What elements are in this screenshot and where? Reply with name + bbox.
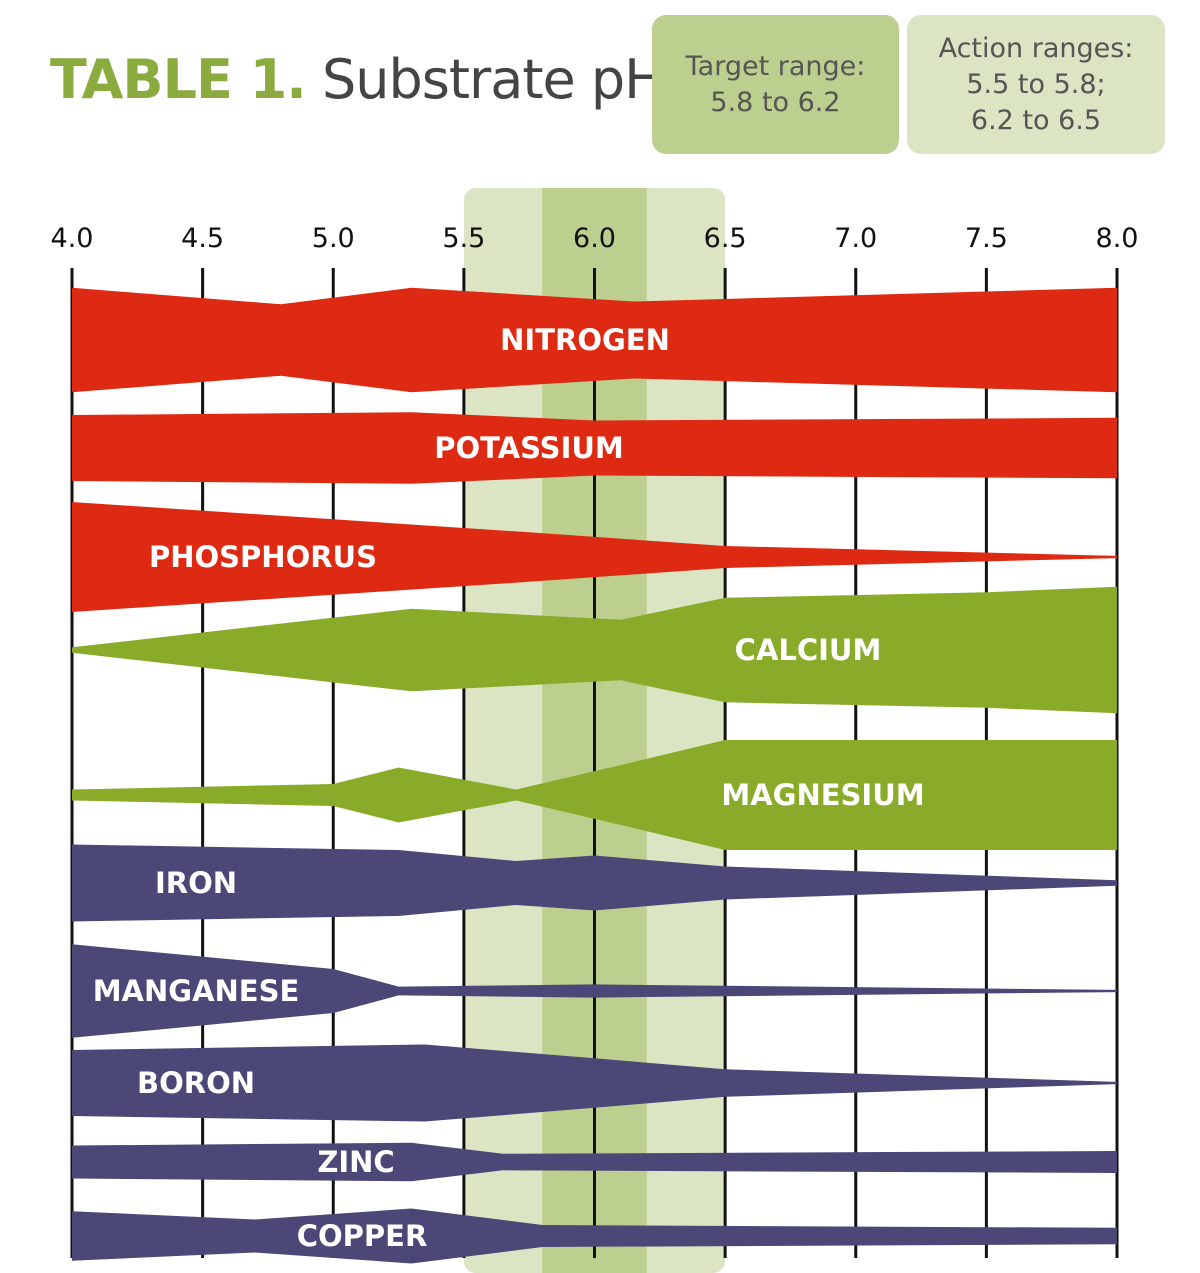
label-potassium: POTASSIUM	[434, 431, 624, 465]
title-main: Substrate pH	[321, 48, 665, 111]
label-copper: COPPER	[297, 1219, 428, 1253]
label-nitrogen: NITROGEN	[500, 323, 670, 357]
chart-title: TABLE 1. Substrate pH	[50, 48, 665, 111]
x-tick-label: 4.0	[51, 223, 94, 254]
target-range-label: Target range:	[685, 50, 866, 82]
label-manganese: MANGANESE	[93, 974, 300, 1008]
x-tick-label: 8.0	[1096, 223, 1139, 254]
target-range-value: 5.8 to 6.2	[710, 86, 841, 118]
action-ranges-label: Action ranges:	[938, 32, 1134, 64]
title-lead: TABLE 1.	[50, 48, 307, 111]
label-zinc: ZINC	[317, 1145, 394, 1179]
x-tick-label: 7.5	[965, 223, 1008, 254]
label-calcium: CALCIUM	[735, 633, 882, 667]
label-magnesium: MAGNESIUM	[721, 778, 924, 812]
label-iron: IRON	[155, 866, 237, 900]
x-tick-label: 6.5	[704, 223, 747, 254]
band-manganese	[72, 944, 1117, 1038]
target-range-legend: Target range: 5.8 to 6.2	[652, 15, 899, 154]
band-nitrogen	[72, 287, 1117, 393]
band-zinc	[72, 1142, 1117, 1182]
action-ranges-legend: Action ranges: 5.5 to 5.8; 6.2 to 6.5	[907, 15, 1165, 154]
x-tick-label: 5.0	[312, 223, 355, 254]
band-potassium	[72, 412, 1117, 484]
x-tick-label: 4.5	[181, 223, 224, 254]
band-phosphorus	[72, 502, 1117, 612]
x-tick-label: 7.0	[834, 223, 877, 254]
band-magnesium	[72, 740, 1117, 850]
x-tick-label: 6.0	[573, 223, 616, 254]
action-range-low: 5.5 to 5.8;	[966, 68, 1106, 100]
band-iron	[72, 844, 1117, 922]
band-boron	[72, 1044, 1117, 1122]
band-calcium	[72, 586, 1117, 714]
action-range-high: 6.2 to 6.5	[970, 104, 1102, 136]
label-phosphorus: PHOSPHORUS	[149, 540, 377, 574]
band-copper	[72, 1208, 1117, 1264]
label-boron: BORON	[137, 1066, 255, 1100]
x-tick-label: 5.5	[442, 223, 485, 254]
